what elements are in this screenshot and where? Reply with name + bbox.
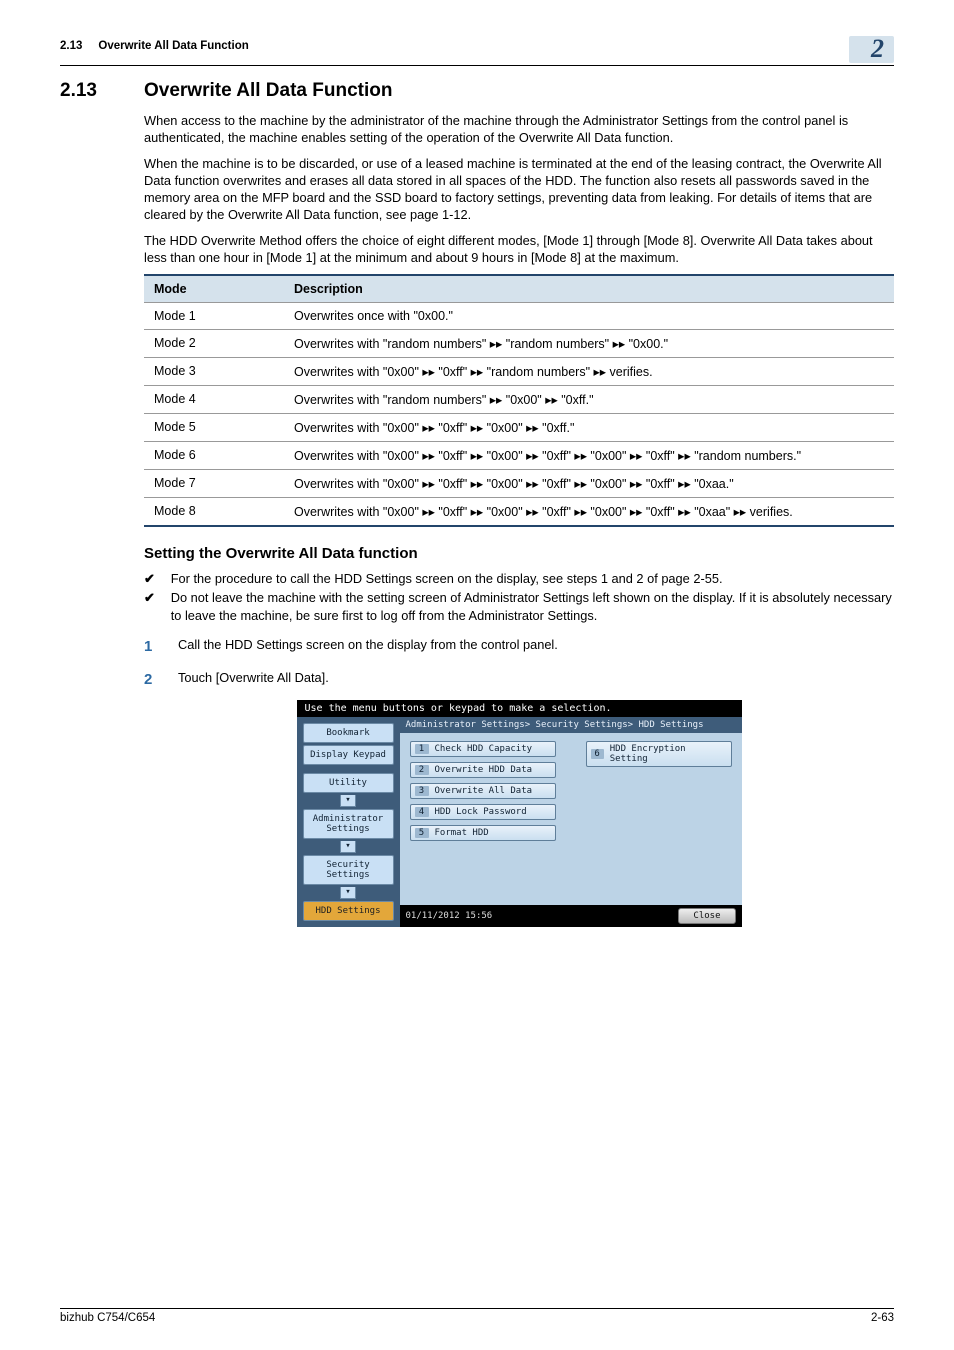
device-statusbar: 01/11/2012 15:56 Close — [400, 905, 742, 927]
chapter-badge: 2 — [849, 36, 894, 63]
table-row: Mode 6Overwrites with "0x00" ▸▸ "0xff" ▸… — [144, 442, 894, 470]
col-description: Description — [284, 275, 894, 303]
btn-overwrite-hdd-data[interactable]: 2Overwrite HDD Data — [410, 762, 556, 778]
device-body: Bookmark Display Keypad Utility ▾ Admini… — [297, 717, 742, 927]
device-button-grid: 1Check HDD Capacity 2Overwrite HDD Data … — [400, 733, 742, 905]
table-row: Mode 7Overwrites with "0x00" ▸▸ "0xff" ▸… — [144, 470, 894, 498]
header-section: 2.13 Overwrite All Data Function — [60, 36, 249, 52]
chevron-down-icon: ▾ — [340, 841, 356, 853]
table-row: Mode 1Overwrites once with "0x00." — [144, 303, 894, 330]
btn-hdd-encryption-setting[interactable]: 6HDD Encryption Setting — [586, 741, 732, 767]
table-row: Mode 8Overwrites with "0x00" ▸▸ "0xff" ▸… — [144, 498, 894, 527]
device-timestamp: 01/11/2012 15:56 — [406, 911, 493, 921]
device-sidebar: Bookmark Display Keypad Utility ▾ Admini… — [297, 717, 400, 927]
btn-overwrite-all-data[interactable]: 3Overwrite All Data — [410, 783, 556, 799]
sidebar-hdd-settings[interactable]: HDD Settings — [303, 901, 394, 921]
footer-page-number: 2-63 — [871, 1312, 894, 1324]
check-icon: ✔ — [144, 589, 155, 624]
page-footer: bizhub C754/C654 2-63 — [60, 1308, 894, 1324]
chevron-down-icon: ▾ — [340, 887, 356, 899]
table-row: Mode 2Overwrites with "random numbers" ▸… — [144, 330, 894, 358]
btn-check-hdd-capacity[interactable]: 1Check HDD Capacity — [410, 741, 556, 757]
btn-format-hdd[interactable]: 5Format HDD — [410, 825, 556, 841]
section-title: 2.13 Overwrite All Data Function — [60, 80, 894, 102]
table-row: Mode 4Overwrites with "random numbers" ▸… — [144, 386, 894, 414]
header-section-num: 2.13 — [60, 40, 82, 52]
step: 1 Call the HDD Settings screen on the di… — [144, 636, 894, 657]
section-title-text: Overwrite All Data Function — [144, 80, 392, 102]
sidebar-utility[interactable]: Utility — [303, 773, 394, 793]
step-number: 1 — [144, 636, 158, 657]
modes-table: Mode Description Mode 1Overwrites once w… — [144, 274, 894, 527]
note-item: ✔ For the procedure to call the HDD Sett… — [144, 570, 894, 587]
running-header: 2.13 Overwrite All Data Function 2 — [60, 36, 894, 66]
paragraph-intro-2: When the machine is to be discarded, or … — [144, 155, 894, 224]
device-panel: Use the menu buttons or keypad to make a… — [297, 700, 742, 927]
col-mode: Mode — [144, 275, 284, 303]
sidebar-display-keypad[interactable]: Display Keypad — [303, 745, 394, 765]
check-icon: ✔ — [144, 570, 155, 587]
subheading: Setting the Overwrite All Data function — [144, 545, 894, 562]
chevron-down-icon: ▾ — [340, 795, 356, 807]
header-section-name: Overwrite All Data Function — [98, 40, 248, 52]
table-header-row: Mode Description — [144, 275, 894, 303]
sidebar-bookmark[interactable]: Bookmark — [303, 723, 394, 743]
grid-col-left: 1Check HDD Capacity 2Overwrite HDD Data … — [410, 741, 556, 899]
note-text: For the procedure to call the HDD Settin… — [171, 570, 723, 587]
device-main: Administrator Settings> Security Setting… — [400, 717, 742, 927]
note-text: Do not leave the machine with the settin… — [171, 589, 894, 624]
sidebar-admin-settings[interactable]: Administrator Settings — [303, 809, 394, 839]
step: 2 Touch [Overwrite All Data]. — [144, 669, 894, 690]
step-number: 2 — [144, 669, 158, 690]
paragraph-intro-3: The HDD Overwrite Method offers the choi… — [144, 232, 894, 267]
grid-col-right: 6HDD Encryption Setting — [586, 741, 732, 899]
footer-model: bizhub C754/C654 — [60, 1312, 155, 1324]
step-text: Call the HDD Settings screen on the disp… — [178, 636, 558, 657]
section-title-num: 2.13 — [60, 80, 116, 102]
sidebar-security-settings[interactable]: Security Settings — [303, 855, 394, 885]
close-button[interactable]: Close — [678, 908, 735, 924]
device-instruction-bar: Use the menu buttons or keypad to make a… — [297, 700, 742, 717]
step-text: Touch [Overwrite All Data]. — [178, 669, 329, 690]
note-item: ✔ Do not leave the machine with the sett… — [144, 589, 894, 624]
device-breadcrumb: Administrator Settings> Security Setting… — [400, 717, 742, 733]
paragraph-intro-1: When access to the machine by the admini… — [144, 112, 894, 147]
table-row: Mode 3Overwrites with "0x00" ▸▸ "0xff" ▸… — [144, 358, 894, 386]
btn-hdd-lock-password[interactable]: 4HDD Lock Password — [410, 804, 556, 820]
table-row: Mode 5Overwrites with "0x00" ▸▸ "0xff" ▸… — [144, 414, 894, 442]
device-screenshot: Use the menu buttons or keypad to make a… — [144, 700, 894, 927]
